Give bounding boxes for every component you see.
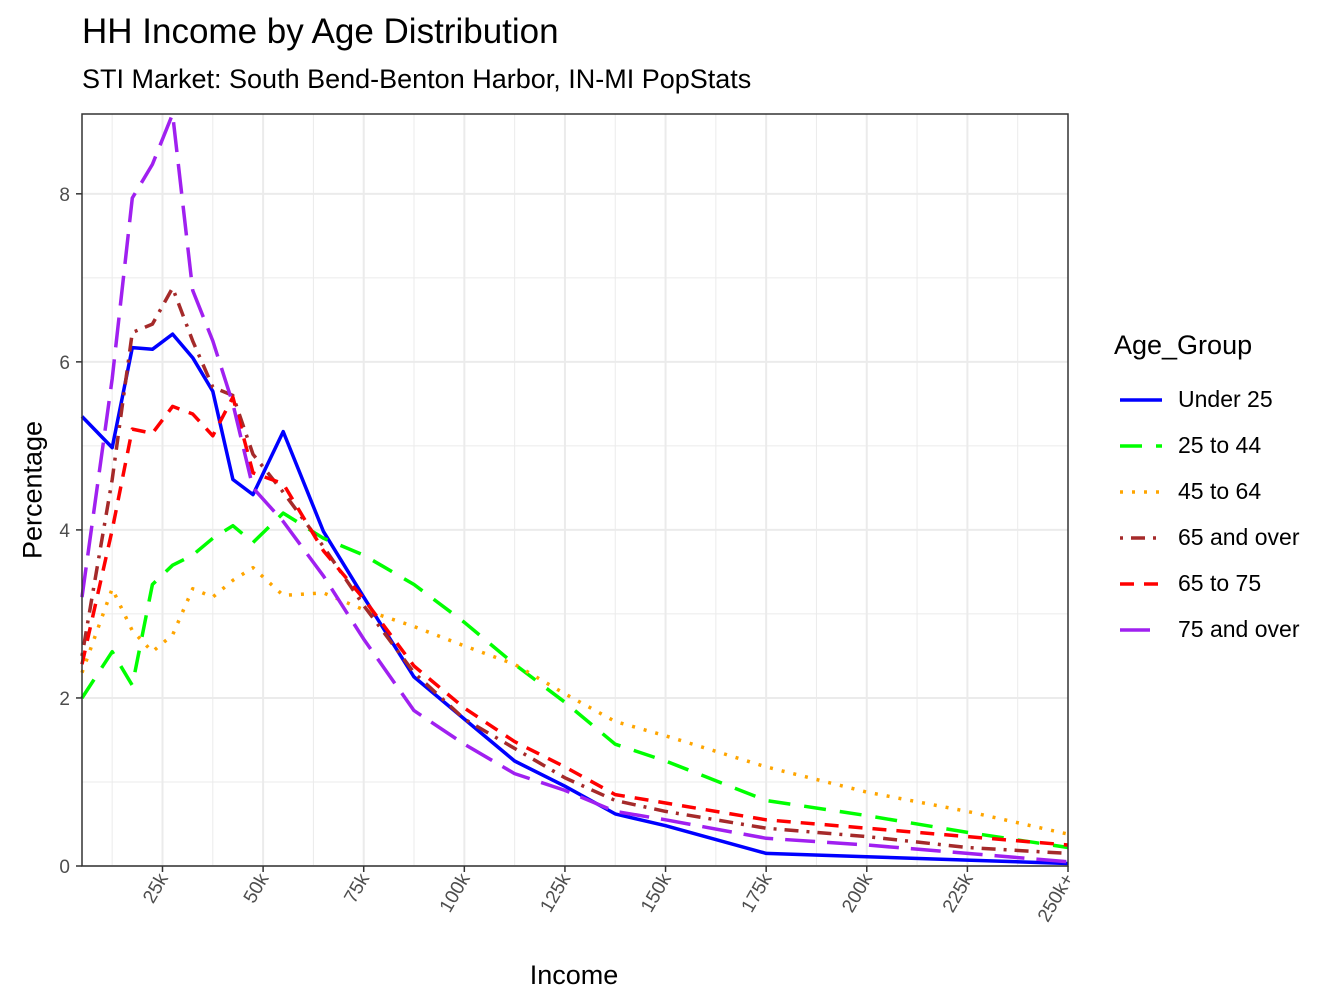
series-line	[80, 286, 1069, 856]
x-axis-label: Income	[529, 960, 619, 990]
legend-item: 25 to 44	[1114, 426, 1334, 466]
x-tick-label: 50k	[240, 870, 274, 907]
legend-label: 25 to 44	[1178, 432, 1262, 458]
axis-ticks: 0 2 4 6 8 25k 50k 75k 100k 125k 150k 175k 200k 225k 25…	[59, 185, 1078, 926]
legend-key	[1120, 536, 1162, 540]
legend-label: 75 and over	[1178, 616, 1300, 642]
legend-key	[1120, 628, 1162, 632]
chart-title: HH Income by Age Distribution	[82, 12, 559, 51]
legend-item: 75 and over	[1114, 610, 1334, 650]
chart-subtitle: STI Market: South Bend-Benton Harbor, IN…	[82, 64, 752, 94]
series-line	[80, 395, 1069, 847]
legend-title: Age_Group	[1114, 330, 1253, 360]
legend-key	[1120, 444, 1162, 448]
legend-item: 45 to 64	[1114, 472, 1334, 512]
legend-item: 65 and over	[1114, 518, 1334, 558]
legend-key	[1120, 490, 1162, 494]
legend-label: 65 and over	[1178, 524, 1300, 550]
y-tick-label: 8	[59, 185, 70, 206]
legend-item: Under 25	[1114, 380, 1334, 420]
y-tick-label: 2	[59, 689, 70, 710]
x-tick-label: 250k+	[1034, 870, 1078, 926]
y-tick-label: 0	[59, 857, 70, 878]
grid-lines	[82, 114, 1068, 867]
legend-label: Under 25	[1178, 386, 1273, 412]
series-line	[80, 332, 1069, 866]
series-line	[80, 112, 1069, 864]
series-lines	[80, 112, 1069, 866]
x-tick-label: 200k	[838, 870, 877, 917]
x-tick-label: 25k	[139, 870, 173, 907]
x-tick-label: 75k	[341, 870, 375, 907]
legend-label: 45 to 64	[1178, 478, 1262, 504]
legend-item: 65 to 75	[1114, 564, 1334, 604]
x-tick-label: 150k	[637, 870, 676, 917]
x-tick-label: 175k	[738, 870, 777, 917]
x-tick-label: 225k	[939, 870, 978, 917]
plot-panel-border	[81, 113, 1069, 867]
y-axis-label: Percentage	[17, 420, 48, 560]
x-tick-label: 125k	[536, 870, 575, 917]
y-tick-label: 6	[59, 353, 70, 374]
legend-key	[1120, 582, 1162, 586]
legend-key	[1120, 398, 1162, 402]
series-line	[80, 511, 1069, 850]
x-tick-label: 100k	[436, 870, 475, 917]
series-line	[80, 565, 1069, 836]
y-tick-label: 4	[59, 521, 70, 542]
legend-label: 65 to 75	[1178, 570, 1262, 596]
